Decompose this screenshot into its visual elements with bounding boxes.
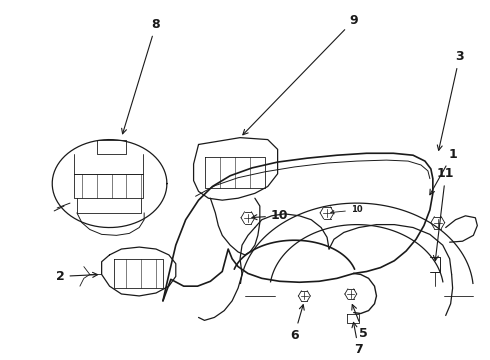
Text: 3: 3	[437, 50, 464, 150]
Text: 9: 9	[243, 14, 358, 135]
Text: 5: 5	[352, 305, 368, 339]
Text: 12: 12	[0, 359, 1, 360]
Text: 11: 11	[434, 167, 454, 261]
Text: 2: 2	[56, 270, 98, 283]
Text: 1: 1	[430, 148, 457, 195]
Text: 4: 4	[0, 359, 1, 360]
Text: 10: 10	[331, 206, 363, 215]
Text: 8: 8	[122, 18, 160, 134]
Text: 7: 7	[352, 322, 363, 356]
Text: 6: 6	[290, 305, 304, 342]
Text: 10: 10	[252, 209, 288, 222]
